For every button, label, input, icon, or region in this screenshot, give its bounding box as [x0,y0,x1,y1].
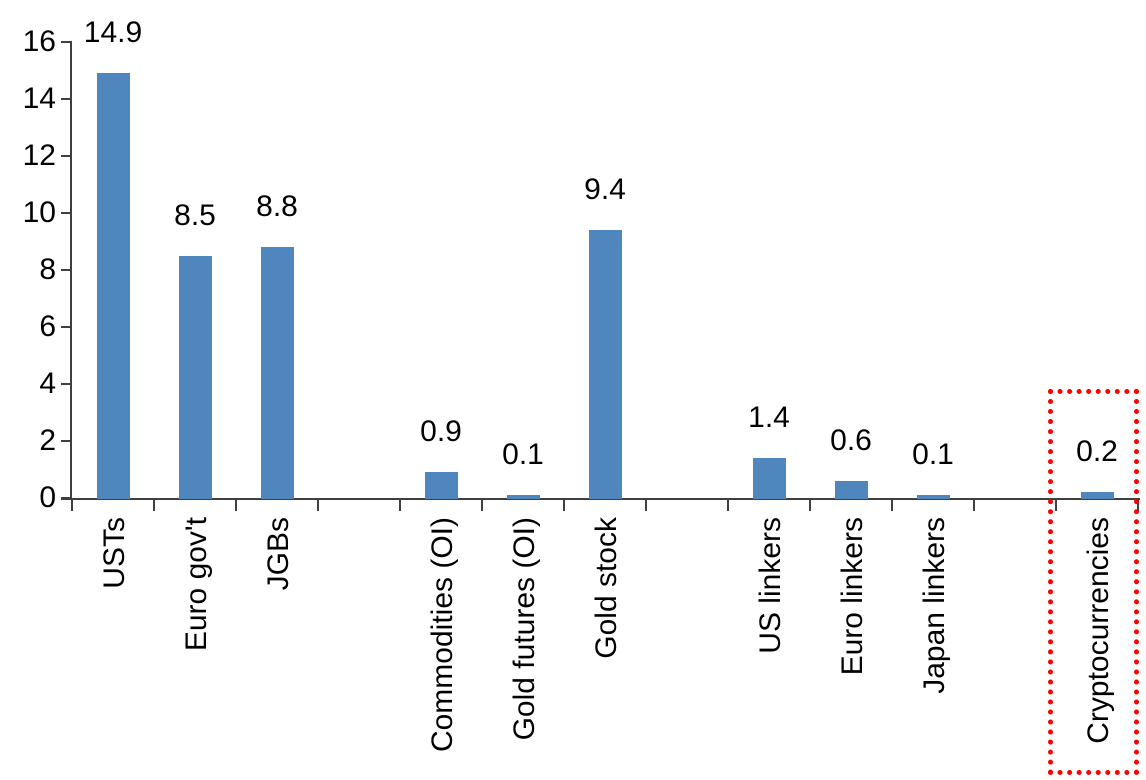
y-axis-tick [61,98,72,100]
bar-value-label-usts: 14.9 [83,16,143,50]
y-axis-tick [61,269,72,271]
x-axis-tick [563,500,565,511]
bar-cryptocurrencies [1081,492,1114,499]
bar-euro-linkers [835,480,868,499]
bar-value-label-euro-linkers: 0.6 [830,423,872,457]
y-axis-tick [61,41,72,43]
y-axis-tick [61,383,72,385]
x-axis-tick [71,500,73,511]
category-label-jgbs: JGBs [262,517,295,591]
x-axis-tick [153,500,155,511]
bar-commodities-oi [425,472,458,499]
category-label-usts: USTs [98,517,131,589]
y-axis-tick [61,497,72,499]
category-label-euro-gov-t: Euro gov't [180,517,213,652]
bar-value-label-commodities-oi: 0.9 [420,415,462,449]
y-axis-tick-label: 8 [39,253,56,286]
bar-value-label-gold-futures-oi: 0.1 [502,438,544,472]
bar-gold-stock [589,230,622,499]
y-axis-tick-label: 16 [22,25,56,58]
y-axis-tick-label: 6 [39,310,56,343]
y-axis-tick [61,212,72,214]
x-axis-tick [317,500,319,511]
bar-gold-futures-oi [507,495,540,499]
y-axis-tick-label: 10 [22,196,56,229]
bar-value-label-gold-stock: 9.4 [584,173,626,207]
bar-jgbs [261,247,294,499]
bar-us-linkers [753,458,786,499]
x-axis-tick [481,500,483,511]
x-axis-tick [399,500,401,511]
bar-value-label-japan-linkers: 0.1 [912,438,954,472]
bar-value-label-us-linkers: 1.4 [748,401,790,435]
y-axis-tick-label: 4 [39,367,56,400]
y-axis-tick [61,440,72,442]
highlight-box-cryptocurrencies [1048,389,1139,775]
category-label-gold-futures-oi: Gold futures (OI) [508,517,541,741]
x-axis-tick [727,500,729,511]
bar-value-label-cryptocurrencies: 0.2 [1076,435,1118,469]
y-axis-tick [61,155,72,157]
bar-japan-linkers [917,495,950,499]
x-axis-tick [645,500,647,511]
x-axis-tick [891,500,893,511]
y-axis-tick-label: 0 [39,481,56,514]
x-axis-line [61,498,1140,500]
category-label-euro-linkers: Euro linkers [836,517,869,676]
bar-value-label-jgbs: 8.8 [256,190,298,224]
x-axis-tick [235,500,237,511]
y-axis-tick-label: 14 [22,82,56,115]
y-axis-tick [61,326,72,328]
x-axis-tick [973,500,975,511]
x-axis-tick [1055,500,1057,511]
category-label-gold-stock: Gold stock [590,517,623,659]
category-label-japan-linkers: Japan linkers [918,517,951,694]
category-label-commodities-oi: Commodities (OI) [426,517,459,753]
x-axis-tick [809,500,811,511]
y-axis-tick-label: 12 [22,139,56,172]
bar-usts [97,73,130,499]
bar-value-label-euro-gov-t: 8.5 [174,198,216,232]
y-axis-tick-label: 2 [39,424,56,457]
bar-euro-gov-t [179,255,212,499]
category-label-us-linkers: US linkers [754,517,787,654]
